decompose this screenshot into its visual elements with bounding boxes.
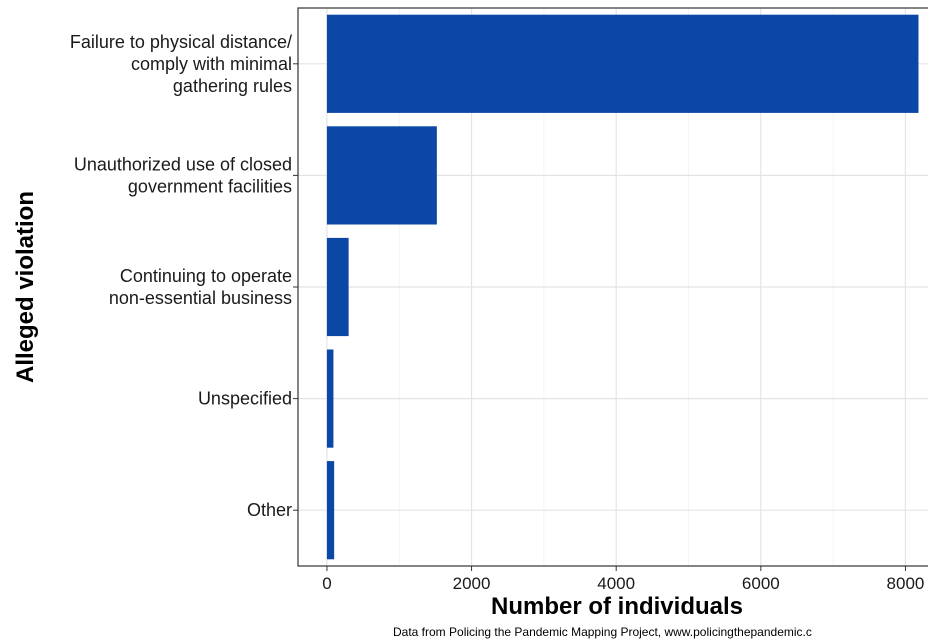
x-tick-labels: 0 2000 4000 6000 8000 [322,566,924,593]
bar [327,15,919,113]
x-tick-label: 0 [322,574,331,593]
x-axis-title: Number of individuals [491,593,743,620]
bar [327,461,334,559]
category-label: Unauthorized use of closed government fac… [74,154,292,196]
y-axis-title: Alleged violation [12,191,39,383]
x-tick-label: 8000 [887,574,925,593]
bar [327,238,349,336]
x-tick-label: 2000 [453,574,491,593]
category-labels: Failure to physical distance/comply with… [70,32,298,520]
category-label: Continuing to operate non-essential busin… [109,266,292,308]
bar [327,126,437,224]
bar [327,349,334,447]
x-tick-label: 6000 [742,574,780,593]
category-label: Other [247,500,292,520]
category-label: Failure to physical distance/comply with… [70,32,292,96]
x-tick-label: 4000 [597,574,635,593]
category-label: Unspecified [198,389,292,409]
source-caption: Data from Policing the Pandemic Mapping … [393,625,812,639]
